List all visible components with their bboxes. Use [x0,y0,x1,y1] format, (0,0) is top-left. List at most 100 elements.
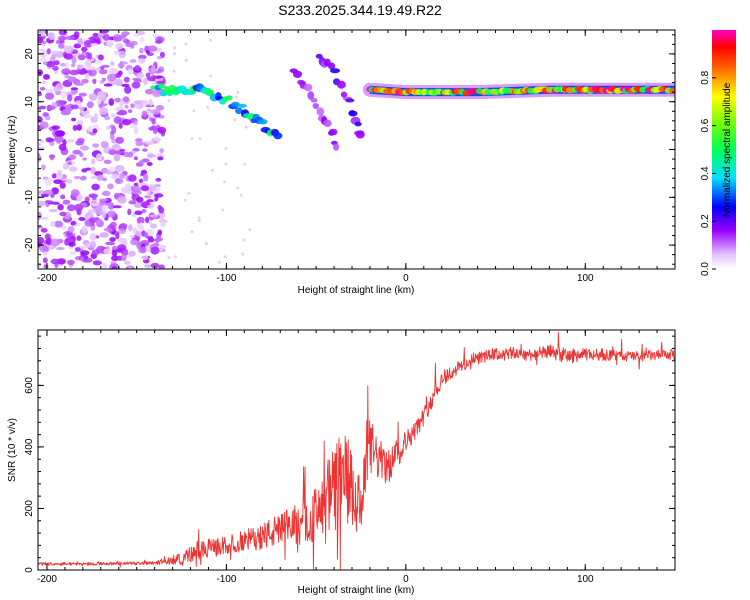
spectrogram-blob [225,95,233,101]
spectrogram-blob [53,179,62,184]
spectrogram-blob [65,35,76,41]
spectrogram-blob [110,132,115,141]
spectrogram-blob [167,256,171,259]
colorbar-tick-label: 0.6 [700,118,711,132]
spectrogram-blob [99,107,109,115]
spectrogram-blob [56,246,65,251]
spectrogram-blob [133,201,143,209]
spectrogram-blob [87,68,97,77]
spectrogram-blob [38,37,44,44]
colorbar-label: Normalized spectral amplitude [722,82,733,217]
spectrogram-blob [108,166,115,172]
spectrogram-blob [124,260,131,265]
spectrogram-blob [84,242,91,249]
spectrogram-blob [114,50,119,55]
spectrogram-blob [140,185,150,192]
spectrogram-blob [96,153,102,161]
spectrogram-blob [142,148,148,152]
spectrogram-blob [144,195,152,199]
spectrogram-blob [173,46,177,50]
spectrogram-blob [133,126,139,135]
spectrogram-blob [110,61,115,66]
spectrogram-blob [157,156,164,161]
spectrogram-blob [154,40,163,44]
spectrogram-blob [157,229,163,236]
spectrogram-blob [80,175,87,181]
spectrogram-blob [50,50,60,55]
spectrogram-blob [47,138,55,142]
spectrogram-blob [141,209,147,213]
x-tick-label: 0 [403,273,409,284]
spectrogram-blob [47,105,56,111]
spectrogram-blob [76,65,84,70]
spectrogram-blob [124,183,132,190]
spectrogram-blob [183,198,187,202]
spectrogram-blob [198,137,202,141]
spectrogram-blob [114,178,124,185]
y-tick-label: -20 [24,237,35,252]
snr-y-ticks: 0 200 400 600 [24,335,675,573]
spectrogram-blob [49,141,55,146]
spectrogram-blob [49,154,55,161]
spectrogram-blob [151,64,156,73]
spectrogram-blob [154,70,161,74]
spectrogram-blob [233,118,237,122]
spectrogram-blob [59,62,66,67]
spectrogram-blob [354,121,362,127]
spectrogram-blob [120,254,127,262]
spectrogram-blob [134,210,143,216]
figure-title: S233.2025.344.19.49.R22 [278,2,442,18]
spectrogram-blob [310,98,318,103]
spectrogram-blob [117,196,127,204]
snr-frame [37,329,676,571]
spectrogram-blob [38,91,42,97]
spectrogram-blob [156,56,163,60]
spectrogram-blob [121,83,130,87]
spectrogram-blob [258,119,268,125]
spectrogram-blob [128,224,133,232]
spectrogram-blob [81,225,88,234]
x-tick-label: -100 [216,574,236,585]
spectrogram-blob [236,186,240,190]
spectrogram-blob [89,233,97,241]
spectrogram-blob [101,210,107,219]
spectrogram-blob [85,51,91,59]
spectrogram-blob [312,103,319,109]
spectrogram-blob [39,48,46,52]
spectrogram-blob [39,57,47,63]
spectrogram-blob [316,107,325,116]
spectrogram-blob [118,228,127,235]
spectrogram-blob [71,117,77,122]
spectrogram-blob [143,173,149,182]
spectrogram-blob [127,266,133,269]
spectrogram-blob [46,61,56,68]
spectrogram-blob [44,116,51,121]
feature-3 [315,53,365,139]
spectrogram-blob [135,230,142,237]
spectrogram-blob [78,92,87,97]
spectrogram-blob [156,80,165,85]
spectrogram-blob [118,122,123,129]
colorbar-ticks: 0.0 0.2 0.4 0.6 0.8 [700,70,716,276]
spectrogram-blob [92,128,98,134]
spectrogram-blob [113,116,122,124]
spectrogram-blob [119,99,124,108]
spectrogram-blob [138,222,144,229]
spectrogram-blob [72,124,78,131]
spectrogram-blob [136,196,144,203]
spectrogram-blob [333,143,340,151]
spectrogram-blob [166,90,174,97]
spectrogram-blob [90,43,99,47]
spectrogram-blob [217,260,221,264]
spectrogram-blob [145,88,154,95]
spectrogram-blob [38,106,43,110]
colorbar-tick-label: 0.4 [700,166,711,180]
spectrogram-blob [223,255,227,259]
spectrogram-blob [91,158,96,165]
spectrogram-blob [47,32,56,41]
spectrogram-blob [150,246,160,255]
spectrogram-blob [86,101,94,109]
spectrogram-blob [130,43,135,49]
spectrogram-blob [84,72,90,80]
